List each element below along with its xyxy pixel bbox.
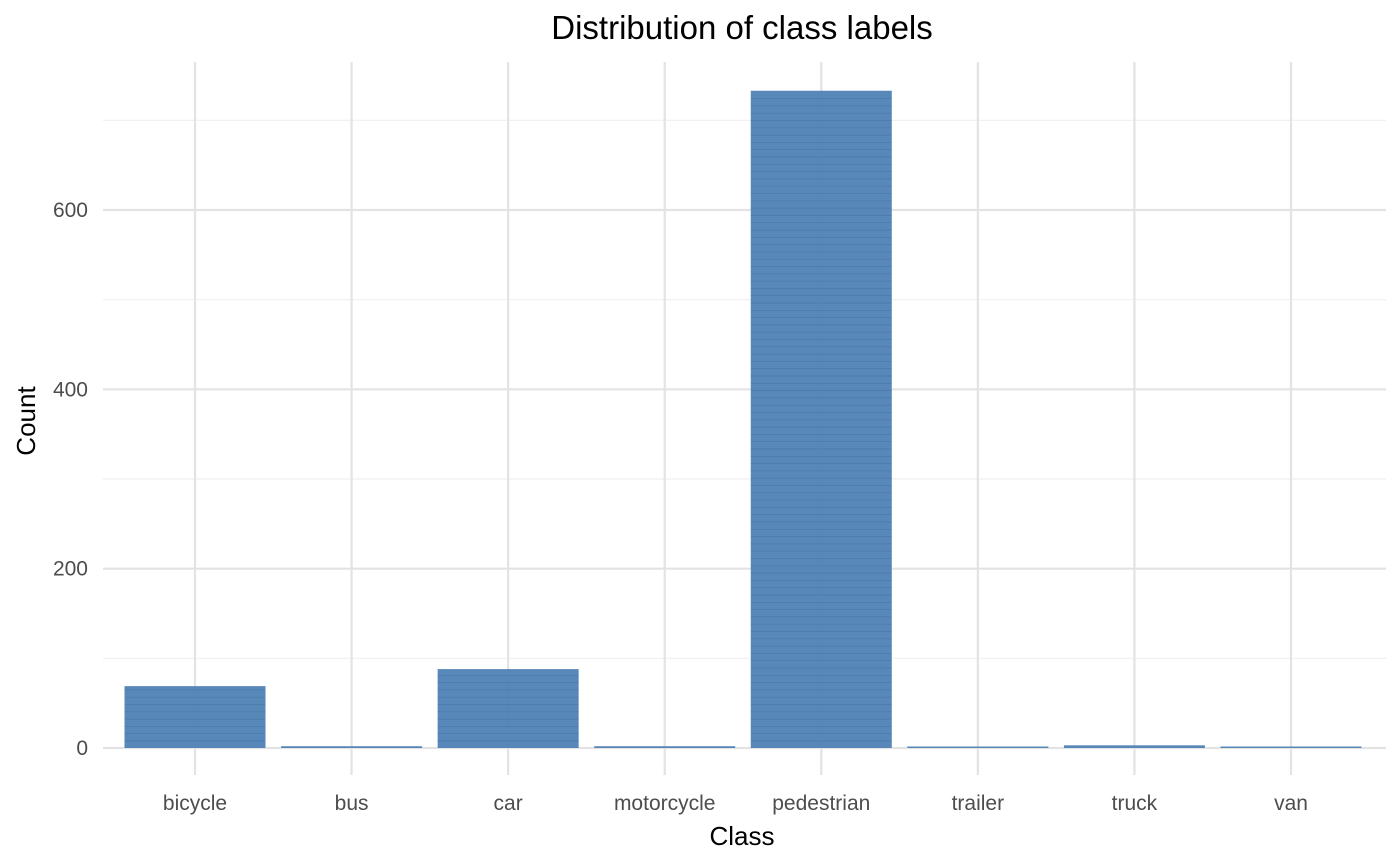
bar-bus <box>281 746 423 748</box>
x-tick-label: trailer <box>952 792 1005 815</box>
y-tick-label: 0 <box>76 737 88 760</box>
bar-trailer <box>907 746 1049 748</box>
y-tick-labels: 0 200 400 600 <box>53 199 88 760</box>
bar-van <box>1220 746 1362 748</box>
y-tick-label: 600 <box>53 199 88 222</box>
x-tick-label: motorcycle <box>614 792 716 815</box>
y-axis-title: Count <box>11 386 41 456</box>
x-tick-label: bicycle <box>163 792 227 815</box>
x-tick-label: car <box>494 792 523 815</box>
bar-bicycle <box>124 686 266 748</box>
bar-car <box>437 669 579 748</box>
grid-lines <box>103 62 1386 775</box>
x-tick-labels: bicycle bus car motorcycle pedestrian trailer… <box>163 792 1308 815</box>
x-tick-label: truck <box>1112 792 1158 815</box>
y-tick-label: 400 <box>53 378 88 401</box>
chart-title: Distribution of class labels <box>551 9 933 46</box>
x-tick-label: bus <box>335 792 369 815</box>
x-axis-title: Class <box>709 821 774 851</box>
bars <box>124 90 1362 748</box>
y-tick-label: 200 <box>53 558 88 581</box>
bar-pedestrian <box>750 90 892 748</box>
bar-motorcycle <box>594 746 736 748</box>
x-tick-label: pedestrian <box>772 792 870 815</box>
x-tick-label: van <box>1274 792 1308 815</box>
bar-truck <box>1063 745 1205 748</box>
